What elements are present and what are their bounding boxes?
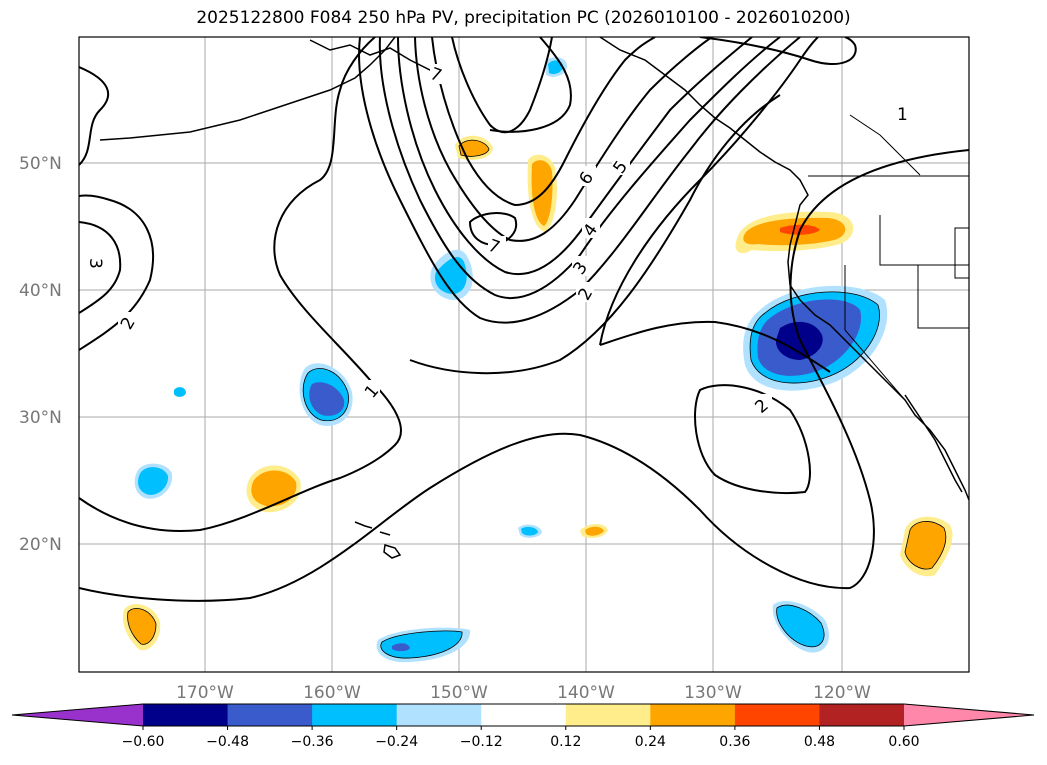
coastlines [99,37,969,559]
lon-label: 130°W [684,683,742,703]
colorbar-tick-label: −0.60 [122,734,165,750]
lon-label: 120°W [813,683,871,703]
lat-label: 30°N [19,408,62,428]
lat-label: 50°N [19,154,62,174]
colorbar-tick-label: −0.36 [291,734,334,750]
lon-label: 170°W [176,683,234,703]
colorbar-segment [396,704,482,726]
lat-label: 40°N [19,281,62,301]
lon-label: 140°W [557,683,615,703]
colorbar-tick-label: −0.48 [206,734,249,750]
lon-label: 150°W [430,683,488,703]
colorbar-segment [650,704,736,726]
colorbar-segment [819,704,905,726]
colorbar-tick-label: 0.60 [888,734,919,750]
lon-labels: 170°W 160°W 150°W 140°W 130°W 120°W [176,683,871,703]
borders [808,114,969,401]
colorbar-segment [143,704,229,726]
gridlines [79,37,969,672]
colorbar-tick-label: 0.36 [719,734,750,750]
lon-label: 160°W [303,683,361,703]
colorbar-tick-label: 0.24 [635,734,666,750]
colorbar-segment [565,704,651,726]
colorbar-segment [312,704,398,726]
lat-labels: 50°N 40°N 30°N 20°N [19,154,62,555]
colorbar-tick-label: −0.12 [460,734,503,750]
map-frame [78,36,970,673]
precip-outlines [127,139,947,659]
colorbar-extend-low [12,704,143,726]
colorbar-segment [481,704,567,726]
precip-blobs [122,57,953,663]
colorbar-tick-label: 0.48 [804,734,835,750]
contour-labels: 1 1 2 2 2 3 3 4 5 6 7 7 [85,64,912,418]
colorbar-tick-label: 0.12 [550,734,581,750]
colorbar-segment [227,704,313,726]
contour-label: 3 [85,258,105,269]
colorbar-tick-label: −0.24 [375,734,418,750]
colorbar-extend-high [904,704,1034,726]
colorbar: −0.60 −0.48 −0.36 −0.24 −0.12 0.12 0.24 0.36 0.4… [11,703,1035,750]
lat-label: 20°N [19,535,62,555]
contour-label: 1 [897,105,908,125]
colorbar-segment [734,704,820,726]
map-title: 2025122800 F084 250 hPa PV, precipitatio… [196,8,851,28]
